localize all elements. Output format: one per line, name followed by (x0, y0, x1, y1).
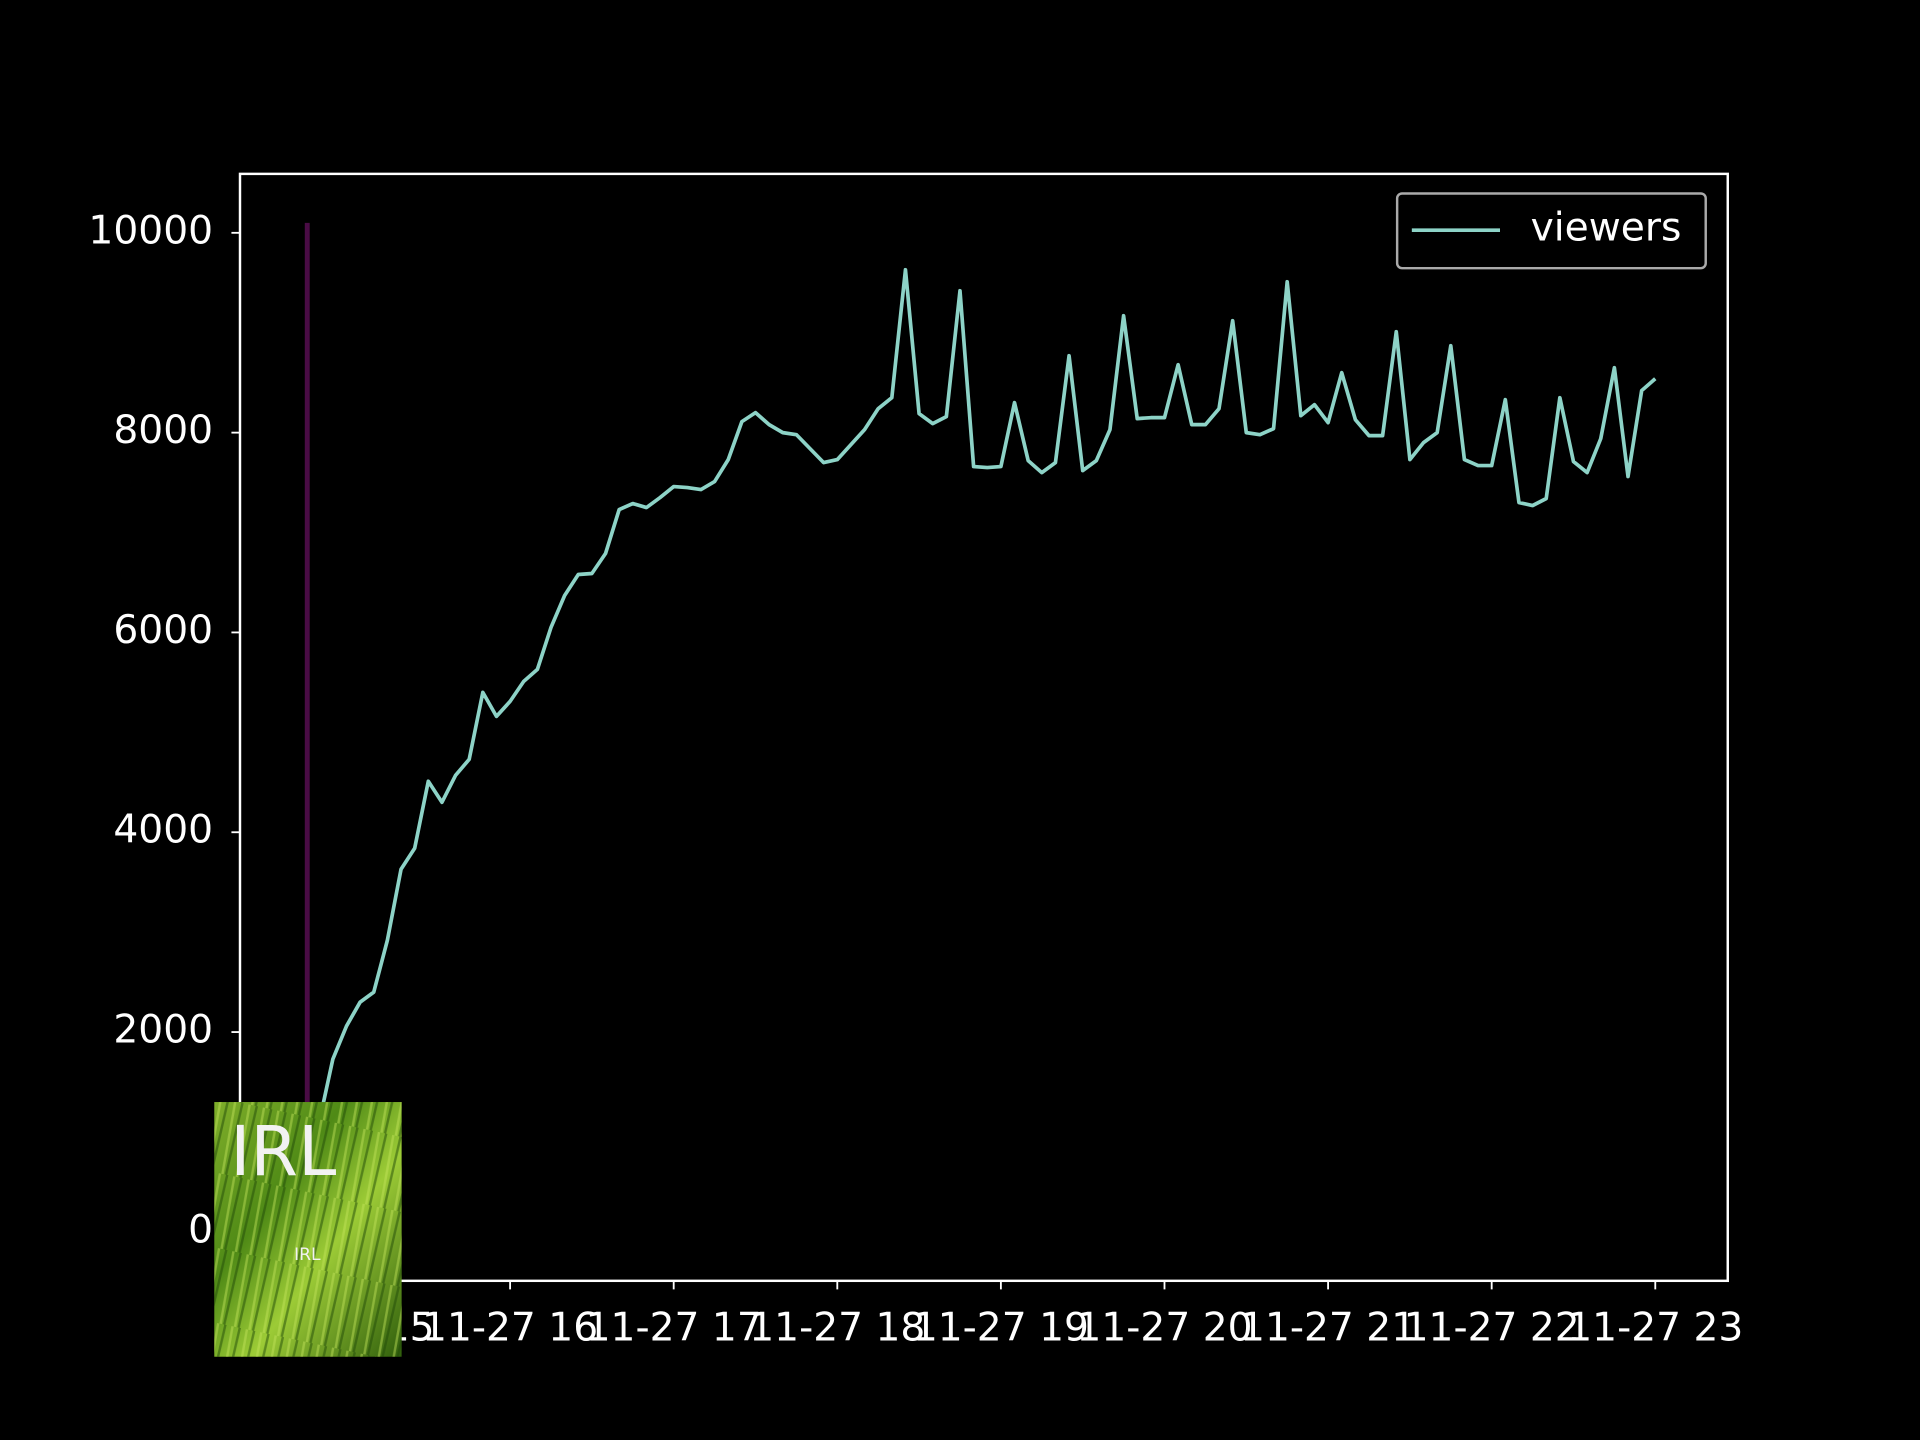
x-tick-label: 11-27 20 (1076, 1305, 1252, 1350)
axes-frame (238, 172, 1729, 1283)
thumbnail-title: IRL (230, 1112, 336, 1192)
x-tick-label: 11-27 23 (1567, 1305, 1743, 1350)
y-tick-label: 4000 (113, 808, 213, 853)
y-tick-label: 6000 (113, 608, 213, 653)
x-tick-label: 11-27 17 (586, 1305, 762, 1350)
legend-label: viewers (1531, 206, 1682, 251)
legend-box (1395, 192, 1707, 270)
thumbnail-texture (214, 1102, 402, 1357)
y-tick-label: 8000 (113, 408, 213, 453)
y-tick-label: 2000 (113, 1008, 213, 1053)
x-tick-label: 11-27 18 (749, 1305, 925, 1350)
y-tick-label: 10000 (88, 208, 213, 253)
y-tick-label: 0 (188, 1207, 213, 1252)
thumbnail: IRL IRL (214, 1102, 402, 1357)
x-tick-label: 11-27 19 (913, 1305, 1089, 1350)
series-line (317, 267, 1657, 1123)
x-tick-label: 11-27 21 (1240, 1305, 1416, 1350)
x-tick-label: 11-27 22 (1404, 1305, 1580, 1350)
x-tick-label: 11-27 16 (422, 1305, 598, 1350)
thumbnail-label: IRL (294, 1245, 321, 1265)
